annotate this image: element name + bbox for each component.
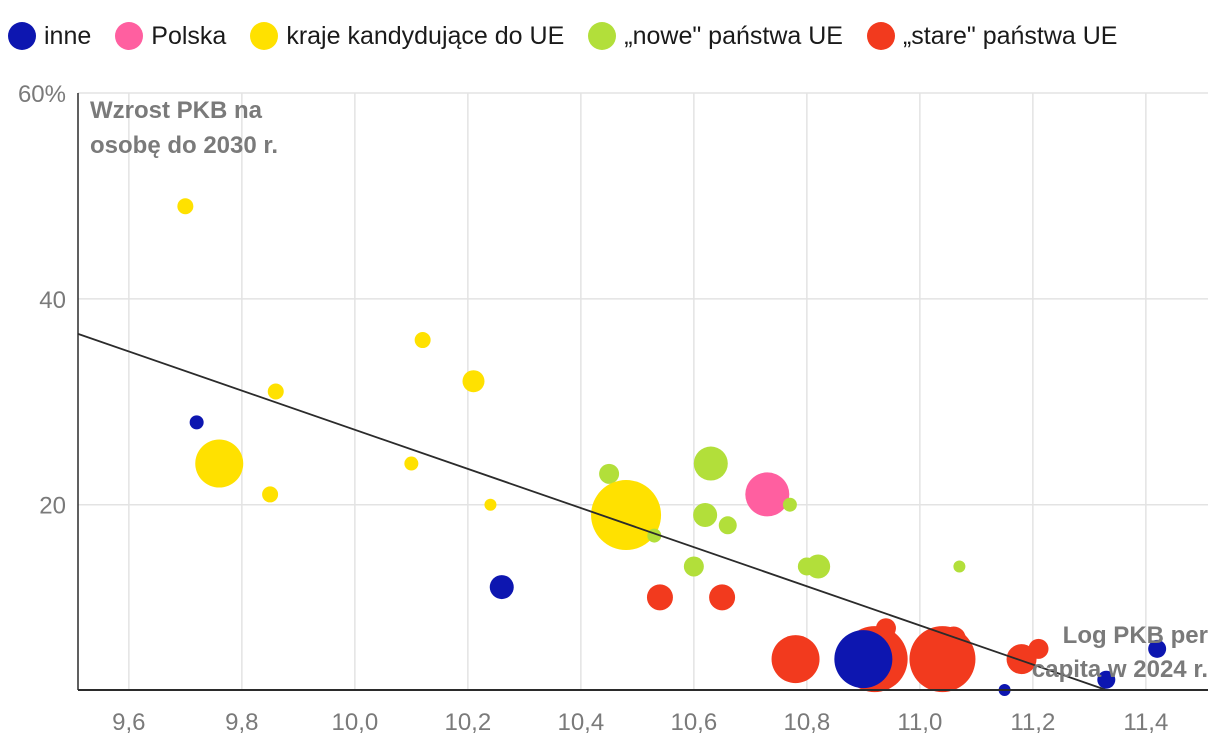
data-point-kandydujace[interactable] bbox=[462, 370, 485, 393]
y-tick-labels: 20 40 60% bbox=[18, 81, 66, 520]
data-point-inne[interactable] bbox=[489, 575, 514, 600]
data-point-nowe[interactable] bbox=[953, 560, 966, 573]
x-tick-label: 10,4 bbox=[557, 709, 604, 736]
x-tick-label: 10,6 bbox=[670, 709, 717, 736]
y-tick-label: 20 bbox=[39, 493, 66, 520]
data-point-nowe[interactable] bbox=[599, 463, 620, 484]
data-point-stare[interactable] bbox=[1028, 638, 1049, 659]
legend-swatch bbox=[250, 22, 279, 50]
legend: inne Polska kraje kandydujące do UE „nowe" … bbox=[8, 18, 1141, 54]
x-tick-label: 9,8 bbox=[225, 709, 258, 736]
data-point-nowe[interactable] bbox=[693, 503, 718, 528]
legend-item-kandydujace[interactable]: kraje kandydujące do UE bbox=[250, 22, 564, 51]
data-point-kandydujace[interactable] bbox=[195, 439, 244, 488]
gridlines bbox=[77, 92, 1208, 690]
data-point-kandydujace[interactable] bbox=[177, 198, 194, 215]
x-tick-label: 10,2 bbox=[444, 709, 491, 736]
data-point-inne[interactable] bbox=[1148, 639, 1167, 658]
legend-item-polska[interactable]: Polska bbox=[115, 22, 226, 51]
y-tick-label: 60% bbox=[18, 81, 66, 108]
x-tick-label: 11,0 bbox=[897, 709, 942, 736]
data-point-kandydujace[interactable] bbox=[267, 383, 284, 400]
data-point-kandydujace[interactable] bbox=[484, 498, 497, 511]
data-point-kandydujace[interactable] bbox=[404, 456, 419, 471]
legend-item-nowe[interactable]: „nowe" państwa UE bbox=[588, 22, 843, 51]
legend-label: inne bbox=[44, 21, 92, 50]
data-point-inne[interactable] bbox=[1097, 670, 1116, 689]
x-tick-label: 11,4 bbox=[1123, 709, 1168, 736]
data-point-stare[interactable] bbox=[875, 618, 896, 639]
data-point-nowe[interactable] bbox=[718, 516, 737, 535]
x-tick-label: 9,6 bbox=[112, 709, 145, 736]
legend-label: Polska bbox=[151, 21, 227, 50]
data-point-nowe[interactable] bbox=[683, 556, 704, 577]
data-point-stare[interactable] bbox=[771, 635, 820, 684]
data-point-kandydujace[interactable] bbox=[414, 332, 431, 349]
x-axis-title-line-1: Log PKB per bbox=[1063, 622, 1208, 649]
legend-swatch bbox=[866, 22, 895, 50]
legend-label: „nowe" państwa UE bbox=[624, 21, 843, 50]
data-point-kandydujace[interactable] bbox=[591, 480, 662, 551]
y-axis-title-line-2: osobę do 2030 r. bbox=[90, 132, 278, 159]
x-tick-label: 11,2 bbox=[1010, 709, 1055, 736]
data-point-polska[interactable] bbox=[745, 472, 790, 517]
legend-label: kraje kandydujące do UE bbox=[286, 21, 565, 50]
y-tick-label: 40 bbox=[39, 287, 66, 314]
data-point-stare[interactable] bbox=[941, 626, 966, 651]
data-point-kandydujace[interactable] bbox=[262, 486, 279, 503]
x-axis-title-line-2: capita w 2024 r. bbox=[1032, 656, 1208, 683]
legend-swatch bbox=[588, 22, 617, 50]
data-point-stare[interactable] bbox=[646, 584, 673, 611]
data-points bbox=[177, 198, 1167, 696]
trendline bbox=[77, 333, 1107, 691]
data-point-nowe[interactable] bbox=[693, 446, 728, 481]
data-point-stare[interactable] bbox=[709, 584, 736, 611]
legend-swatch bbox=[115, 22, 144, 50]
data-point-inne[interactable] bbox=[189, 415, 204, 430]
legend-item-stare[interactable]: „stare" państwa UE bbox=[866, 21, 1118, 51]
data-point-nowe[interactable] bbox=[806, 554, 831, 579]
legend-label: „stare" państwa UE bbox=[902, 21, 1118, 50]
data-point-inne[interactable] bbox=[834, 630, 893, 689]
data-point-nowe[interactable] bbox=[782, 497, 797, 512]
legend-swatch bbox=[8, 22, 36, 50]
legend-item-inne[interactable]: inne bbox=[8, 22, 91, 51]
x-tick-label: 10,8 bbox=[783, 709, 830, 736]
x-tick-labels: 9,6 9,8 10,0 10,2 10,4 10,6 10,8 11,0 11,2 11,4 bbox=[112, 709, 1168, 736]
y-axis-title-line-1: Wzrost PKB na bbox=[90, 97, 263, 124]
x-tick-label: 10,0 bbox=[331, 709, 378, 736]
